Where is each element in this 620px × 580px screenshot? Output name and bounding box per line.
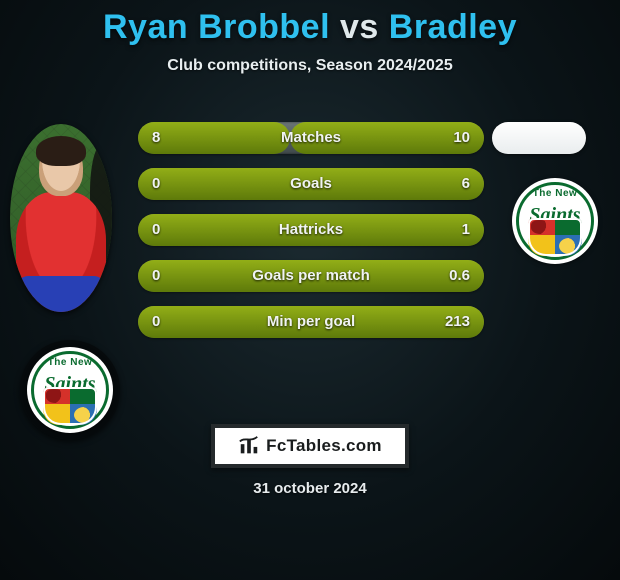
bar-row: 0Hattricks1 (138, 214, 484, 246)
bar-label: Goals (138, 168, 484, 200)
bar-right-value: 213 (445, 306, 470, 338)
crest-shield (43, 387, 97, 425)
bar-row: 0Min per goal213 (138, 306, 484, 338)
shield-q-bl (528, 235, 555, 256)
brand-icon (238, 435, 260, 457)
photo-shorts (18, 276, 104, 312)
shield-q-bl (43, 404, 70, 425)
crest-arc-text: The New (27, 357, 113, 368)
page-title: Ryan Brobbel vs Bradley (0, 0, 620, 47)
player1-photo (10, 124, 112, 312)
photo-hair (36, 136, 86, 166)
bar-right-value: 10 (453, 122, 470, 154)
lion-icon (559, 238, 579, 254)
bar-label: Matches (138, 122, 484, 154)
bar-right-value: 6 (462, 168, 470, 200)
dragon-icon (46, 389, 66, 403)
content: Ryan Brobbel vs Bradley Club competition… (0, 0, 620, 580)
comparison-bars: 8Matches10 0Goals6 0Hattricks1 0Goals per m… (138, 122, 484, 352)
dragon-icon (531, 220, 551, 234)
bar-label: Min per goal (138, 306, 484, 338)
shield-q-tr (555, 218, 582, 239)
bar-row: 8Matches10 (138, 122, 484, 154)
shield-q-tl (528, 218, 555, 239)
crest-shield (528, 218, 582, 256)
player1-club-crest-wrap: The New Saints (20, 340, 120, 440)
lion-icon (74, 407, 94, 423)
brand-box: FcTables.com (211, 424, 409, 468)
bar-label: Goals per match (138, 260, 484, 292)
shield-q-br (555, 235, 582, 256)
player2-photo-slot (492, 122, 586, 154)
brand-text: FcTables.com (266, 436, 382, 456)
bar-right-value: 1 (462, 214, 470, 246)
date-label: 31 october 2024 (0, 480, 620, 497)
crest-arc-text: The New (512, 188, 598, 199)
player2-name: Bradley (389, 8, 517, 46)
bar-right-value: 0.6 (449, 260, 470, 292)
bar-row: 0Goals6 (138, 168, 484, 200)
player1-name: Ryan Brobbel (103, 8, 330, 46)
player2-club-crest: The New Saints (512, 178, 598, 264)
bar-row: 0Goals per match0.6 (138, 260, 484, 292)
vs-label: vs (340, 8, 379, 46)
player1-club-crest: The New Saints (27, 347, 113, 433)
subtitle: Club competitions, Season 2024/2025 (0, 57, 620, 75)
bar-label: Hattricks (138, 214, 484, 246)
shield-q-br (70, 404, 97, 425)
shield-q-tl (43, 387, 70, 408)
shield-q-tr (70, 387, 97, 408)
